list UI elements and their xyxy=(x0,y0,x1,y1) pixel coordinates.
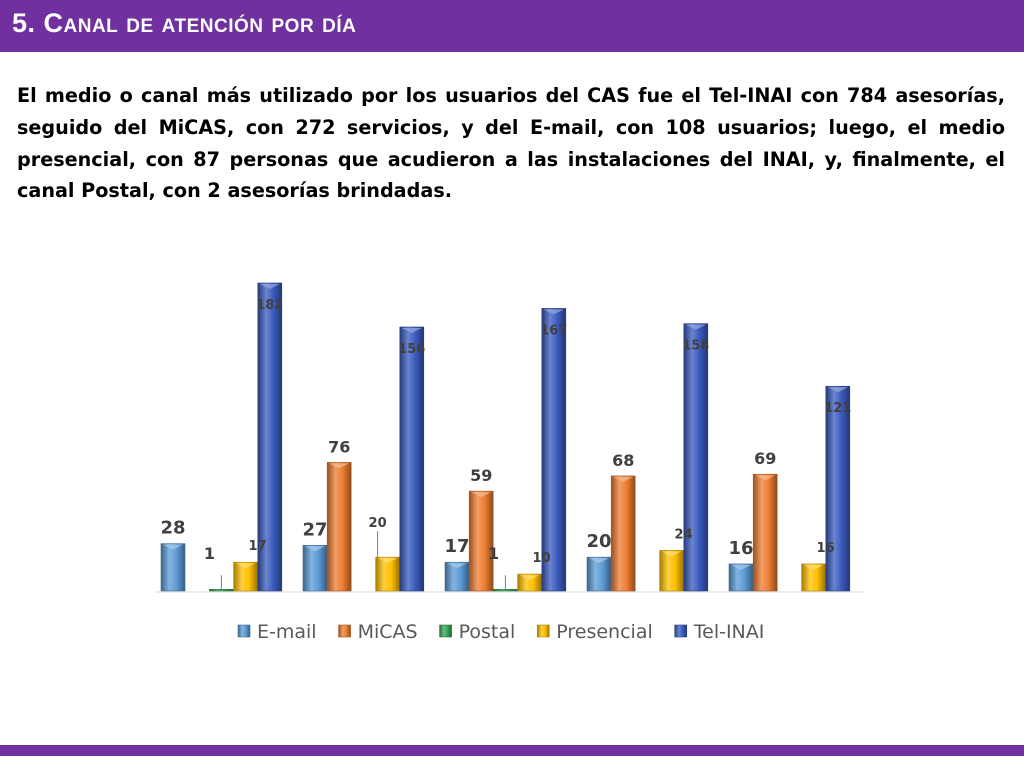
summary-paragraph: El medio o canal más utilizado por los u… xyxy=(17,84,1005,203)
bar-cap-presencial-2 xyxy=(377,558,398,564)
bar-cap-tel-inai-1 xyxy=(259,284,280,289)
bar-postal-3 xyxy=(493,589,518,592)
bar-cap-presencial-5 xyxy=(803,564,824,570)
data-label-e-mail-3: 17 xyxy=(444,536,469,557)
bar-micas-5 xyxy=(752,473,778,592)
data-label-tel-inai-5: 121 xyxy=(824,401,851,416)
data-label-micas-3: 59 xyxy=(470,466,492,485)
data-label-tel-inai-1: 182 xyxy=(256,298,283,313)
bar-postal-1 xyxy=(209,589,234,592)
bar-cap-micas-2 xyxy=(329,463,350,469)
bar-chart: 28 27 17 20 16 76 59 68 69 1 1 17 20 10 24 16 182 156 167 1… xyxy=(155,282,865,643)
legend-swatch-postal xyxy=(439,624,452,638)
data-label-presencial-4: 24 xyxy=(675,527,693,542)
data-label-e-mail-4: 20 xyxy=(586,531,611,552)
legend-item-presencial: Presencial xyxy=(536,621,653,643)
data-label-micas-4: 68 xyxy=(612,451,634,470)
legend-item-e-mail: E-mail xyxy=(237,621,317,643)
chart-container: 28 27 17 20 16 76 59 68 69 1 1 17 20 10 24 16 182 156 167 1… xyxy=(0,250,1024,670)
title-bar: 5. Canal de atención por día xyxy=(0,0,1024,52)
legend-label-postal: Postal xyxy=(459,621,516,643)
legend-label-presencial: Presencial xyxy=(556,621,652,643)
data-label-e-mail-2: 27 xyxy=(302,519,327,540)
bar-tel-inai-2 xyxy=(399,326,425,592)
data-label-tel-inai-4: 158 xyxy=(682,339,709,354)
bar-cap-tel-inai-3 xyxy=(543,309,564,315)
data-label-e-mail-5: 16 xyxy=(728,538,753,559)
bar-micas-3 xyxy=(468,490,494,592)
bar-cap-tel-inai-4 xyxy=(685,324,706,330)
data-label-presencial-3: 10 xyxy=(533,551,551,566)
data-label-postal-1: 1 xyxy=(204,544,215,563)
bar-cap-e-mail-4 xyxy=(589,558,609,564)
slide-title: 5. Canal de atención por día xyxy=(12,8,357,38)
bar-cap-tel-inai-5 xyxy=(827,387,848,393)
legend-label-micas: MiCAS xyxy=(358,621,418,643)
legend-swatch-micas xyxy=(338,624,351,638)
bar-cap-presencial-1 xyxy=(235,563,256,569)
legend-swatch-e-mail xyxy=(237,624,251,638)
data-label-presencial-1: 17 xyxy=(249,539,267,554)
data-label-micas-5: 69 xyxy=(754,449,776,468)
bar-cap-e-mail-2 xyxy=(305,546,325,552)
bar-cap-micas-3 xyxy=(471,492,492,498)
bar-tel-inai-3 xyxy=(541,308,567,592)
bar-e-mail-1 xyxy=(160,543,186,592)
legend-item-tel-inai: Tel-INAI xyxy=(674,621,765,643)
bar-cap-e-mail-1 xyxy=(163,544,183,550)
bottom-bar xyxy=(0,745,1024,756)
data-label-postal-3: 1 xyxy=(488,544,499,563)
legend-swatch-tel-inai xyxy=(674,624,688,638)
bar-tel-inai-4 xyxy=(683,323,709,592)
bar-tel-inai-1 xyxy=(257,282,283,592)
data-label-tel-inai-2: 156 xyxy=(398,342,425,357)
legend-label-e-mail: E-mail xyxy=(257,621,317,643)
data-label-presencial-2: 20 xyxy=(369,516,387,531)
legend-swatch-presencial xyxy=(536,624,550,638)
bar-micas-2 xyxy=(326,462,352,592)
data-label-micas-2: 76 xyxy=(328,437,350,456)
bar-tel-inai-5 xyxy=(825,385,851,592)
bar-cap-e-mail-5 xyxy=(731,564,751,570)
data-label-e-mail-1: 28 xyxy=(160,518,185,539)
bar-cap-micas-4 xyxy=(613,476,634,482)
legend-item-postal: Postal xyxy=(439,621,516,643)
bar-cap-micas-5 xyxy=(755,475,776,481)
bar-cap-e-mail-3 xyxy=(447,563,467,569)
data-label-presencial-5: 16 xyxy=(817,541,835,556)
legend-label-tel-inai: Tel-INAI xyxy=(693,621,765,643)
bar-cap-presencial-3 xyxy=(519,575,540,581)
bar-presencial-4 xyxy=(659,550,684,592)
bar-micas-4 xyxy=(610,475,636,592)
bar-e-mail-2 xyxy=(302,545,328,592)
bar-cap-tel-inai-2 xyxy=(401,328,422,333)
legend-item-micas: MiCAS xyxy=(338,621,418,643)
bar-cap-presencial-4 xyxy=(661,551,682,557)
data-label-tel-inai-3: 167 xyxy=(540,323,567,338)
